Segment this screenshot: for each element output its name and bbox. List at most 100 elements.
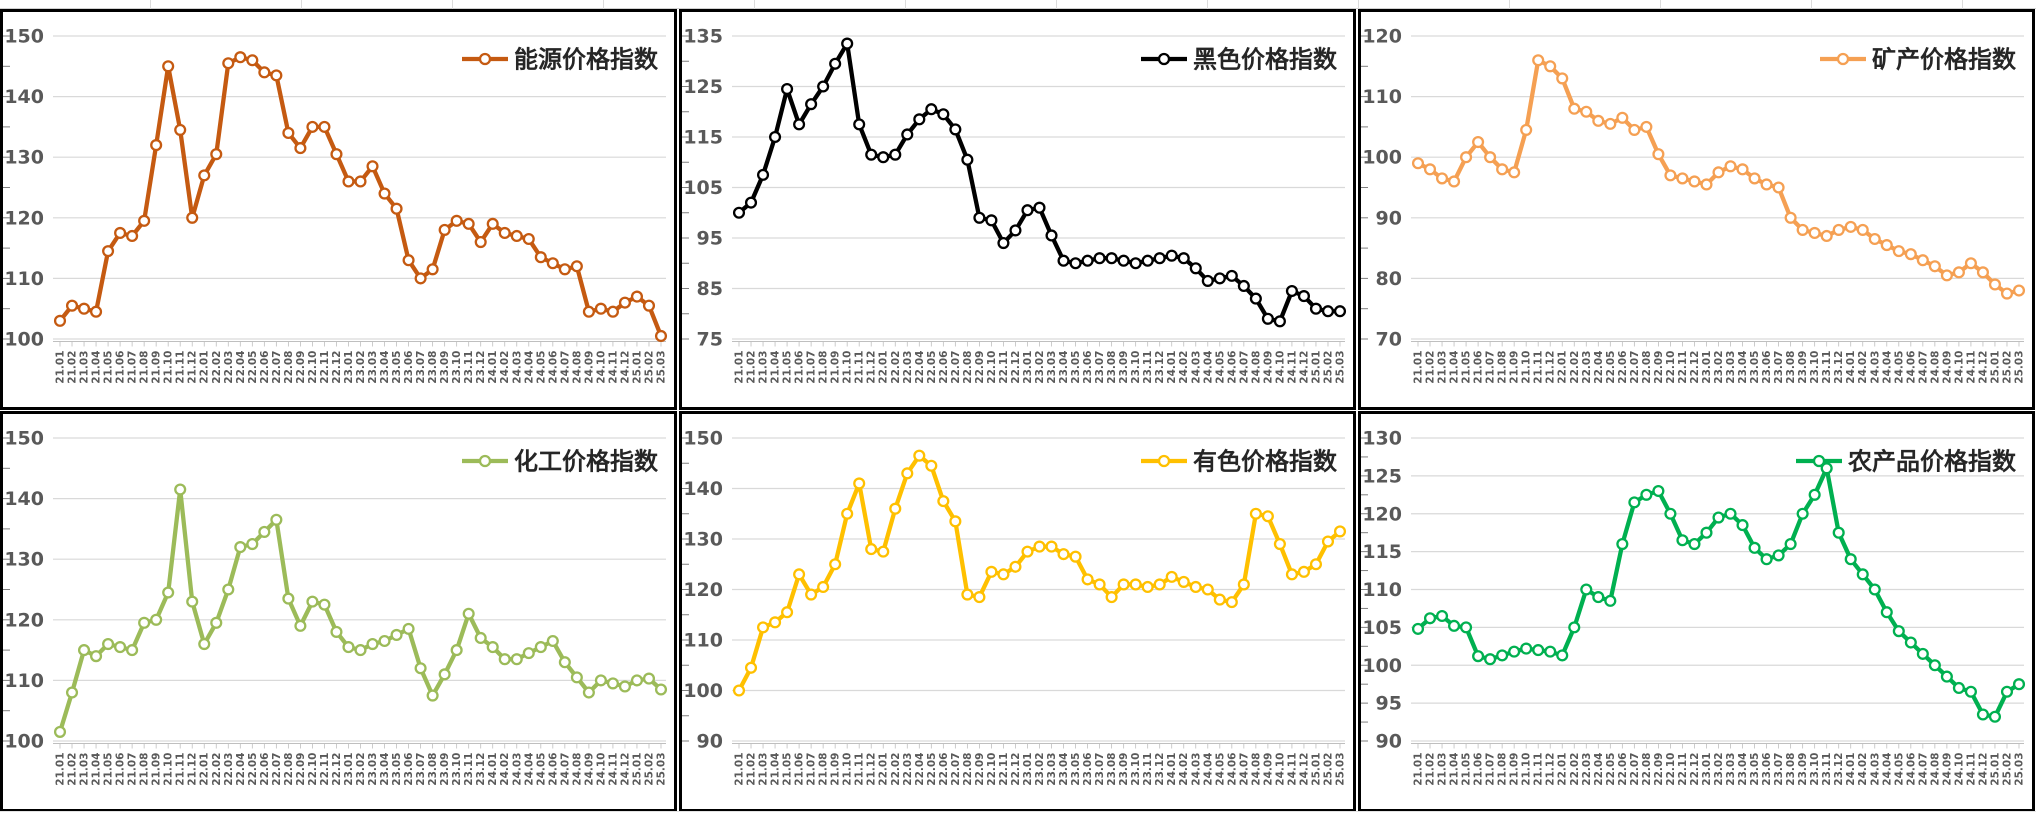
- series-marker: [654, 683, 668, 696]
- series-marker: [630, 290, 644, 303]
- x-axis-tick-label: 24.05: [535, 753, 547, 786]
- x-axis-tick-label: 24.06: [547, 351, 559, 384]
- y-axis-tick-label: 115: [683, 127, 723, 149]
- x-axis-tick-label: 22.08: [1641, 351, 1653, 384]
- series-marker: [805, 98, 818, 111]
- x-axis-tick-label: 23.12: [1833, 351, 1845, 384]
- series-marker: [642, 672, 656, 685]
- series-marker: [1057, 548, 1070, 561]
- series-marker: [1856, 568, 1869, 581]
- series-marker: [889, 148, 902, 161]
- series-marker: [1664, 507, 1677, 520]
- x-axis-tick-label: 21.12: [1545, 351, 1557, 384]
- series-marker: [1508, 166, 1521, 179]
- x-axis-tick-label: 23.09: [1797, 753, 1809, 786]
- legend-ferrous: 黑色价格指数: [1141, 46, 1338, 74]
- x-axis-tick-label: 22.11: [319, 351, 331, 384]
- x-axis-tick-label: 23.11: [1821, 351, 1833, 384]
- x-axis-tick-label: 22.11: [998, 753, 1010, 786]
- x-axis-tick-label: 24.03: [511, 753, 523, 786]
- x-axis-tick-label: 22.06: [259, 753, 271, 786]
- x-axis-tick-label: 23.06: [1082, 351, 1094, 384]
- series-marker: [306, 120, 319, 133]
- series-marker: [1472, 650, 1485, 663]
- x-axis-tick-label: 23.08: [1785, 753, 1797, 786]
- series-marker: [1309, 302, 1323, 315]
- series-marker: [1952, 266, 1965, 279]
- x-axis-tick-label: 22.06: [938, 753, 950, 786]
- x-axis-tick-label: 24.01: [1166, 350, 1178, 383]
- series-marker: [294, 142, 307, 155]
- series-marker: [354, 175, 367, 188]
- x-axis-tick-label: 21.03: [79, 753, 91, 786]
- series-marker: [1225, 269, 1238, 282]
- series-marker: [582, 686, 595, 699]
- series-marker: [186, 595, 199, 608]
- x-axis-tick-label: 24.12: [1977, 753, 1989, 786]
- x-axis-tick-label: 24.11: [607, 753, 619, 786]
- series-marker: [1532, 644, 1545, 657]
- x-axis-tick-label: 24.11: [1286, 351, 1298, 384]
- series-marker: [853, 477, 866, 490]
- series-marker: [618, 680, 631, 693]
- y-axis-tick-label: 150: [4, 428, 44, 450]
- x-axis-tick-label: 24.07: [1917, 753, 1929, 786]
- x-axis-tick-label: 22.08: [962, 351, 974, 384]
- series-marker: [2012, 678, 2026, 691]
- legend-label: 有色价格指数: [1193, 448, 1338, 476]
- series-marker: [1592, 591, 1605, 604]
- x-axis-tick-label: 23.02: [1034, 753, 1046, 786]
- x-axis-tick-label: 21.08: [1497, 351, 1509, 384]
- x-axis-tick-label: 22.12: [331, 351, 343, 384]
- x-axis-tick-label: 21.01: [1413, 351, 1425, 384]
- series-marker: [462, 217, 475, 230]
- x-axis-tick-label: 21.07: [806, 351, 818, 384]
- series-marker: [1532, 54, 1545, 67]
- series-marker: [1772, 549, 1785, 562]
- series-marker: [474, 235, 487, 249]
- x-axis-tick-label: 24.04: [1202, 351, 1214, 384]
- x-axis-tick-label: 22.01: [878, 753, 890, 786]
- x-axis-tick-label: 21.06: [115, 351, 127, 384]
- series-marker: [1616, 538, 1629, 551]
- x-axis-tick-label: 24.09: [1941, 753, 1953, 786]
- series-marker: [961, 153, 974, 166]
- series-marker: [793, 568, 806, 581]
- series-marker: [318, 598, 331, 611]
- x-axis-tick-label: 24.08: [1250, 753, 1262, 786]
- series-marker: [913, 113, 926, 126]
- y-axis-tick-label: 95: [697, 228, 723, 250]
- series-marker: [1129, 578, 1142, 591]
- x-axis-tick-label: 23.01: [1022, 351, 1034, 384]
- series-marker: [1297, 290, 1310, 303]
- series-marker: [1640, 120, 1653, 133]
- x-axis-tick-label: 25.01: [1989, 351, 2001, 384]
- series-marker: [606, 305, 619, 318]
- x-axis-tick-label: 21.06: [794, 753, 806, 786]
- x-axis-tick-label: 21.03: [1437, 753, 1449, 786]
- x-axis-tick-label: 24.12: [1298, 753, 1310, 786]
- series-marker: [1580, 583, 1593, 596]
- series-line-ferrous: [736, 41, 1343, 324]
- x-axis-tick-label: 22.09: [295, 351, 307, 384]
- x-axis-tick-label: 22.07: [950, 351, 962, 384]
- x-axis-tick-label: 22.12: [1010, 351, 1022, 384]
- legend-marker-sample: [478, 52, 492, 66]
- x-axis-tick-label: 21.04: [770, 351, 782, 384]
- charts-grid: 100 110 120 130 140 150 21.01 21.02 21.03 21.04 21…: [0, 9, 2035, 812]
- x-axis-tick-label: 24.10: [1274, 351, 1286, 384]
- series-marker: [186, 211, 199, 224]
- series-marker: [2000, 287, 2014, 300]
- series-marker: [1616, 111, 1629, 124]
- x-axis-tick-label: 23.05: [1749, 753, 1761, 786]
- x-axis-tick-label: 24.05: [1893, 351, 1905, 384]
- x-axis-tick-label: 21.11: [1533, 753, 1545, 786]
- x-axis-tick-label: 21.09: [151, 753, 163, 786]
- x-axis-tick-label: 24.10: [595, 351, 607, 384]
- x-axis-tick-label: 22.03: [1581, 753, 1593, 786]
- x-axis-tick-label: 21.04: [91, 351, 103, 384]
- series-marker: [1700, 178, 1713, 191]
- y-axis-tick-label: 110: [1362, 579, 1402, 601]
- x-axis-tick-label: 22.01: [199, 753, 211, 786]
